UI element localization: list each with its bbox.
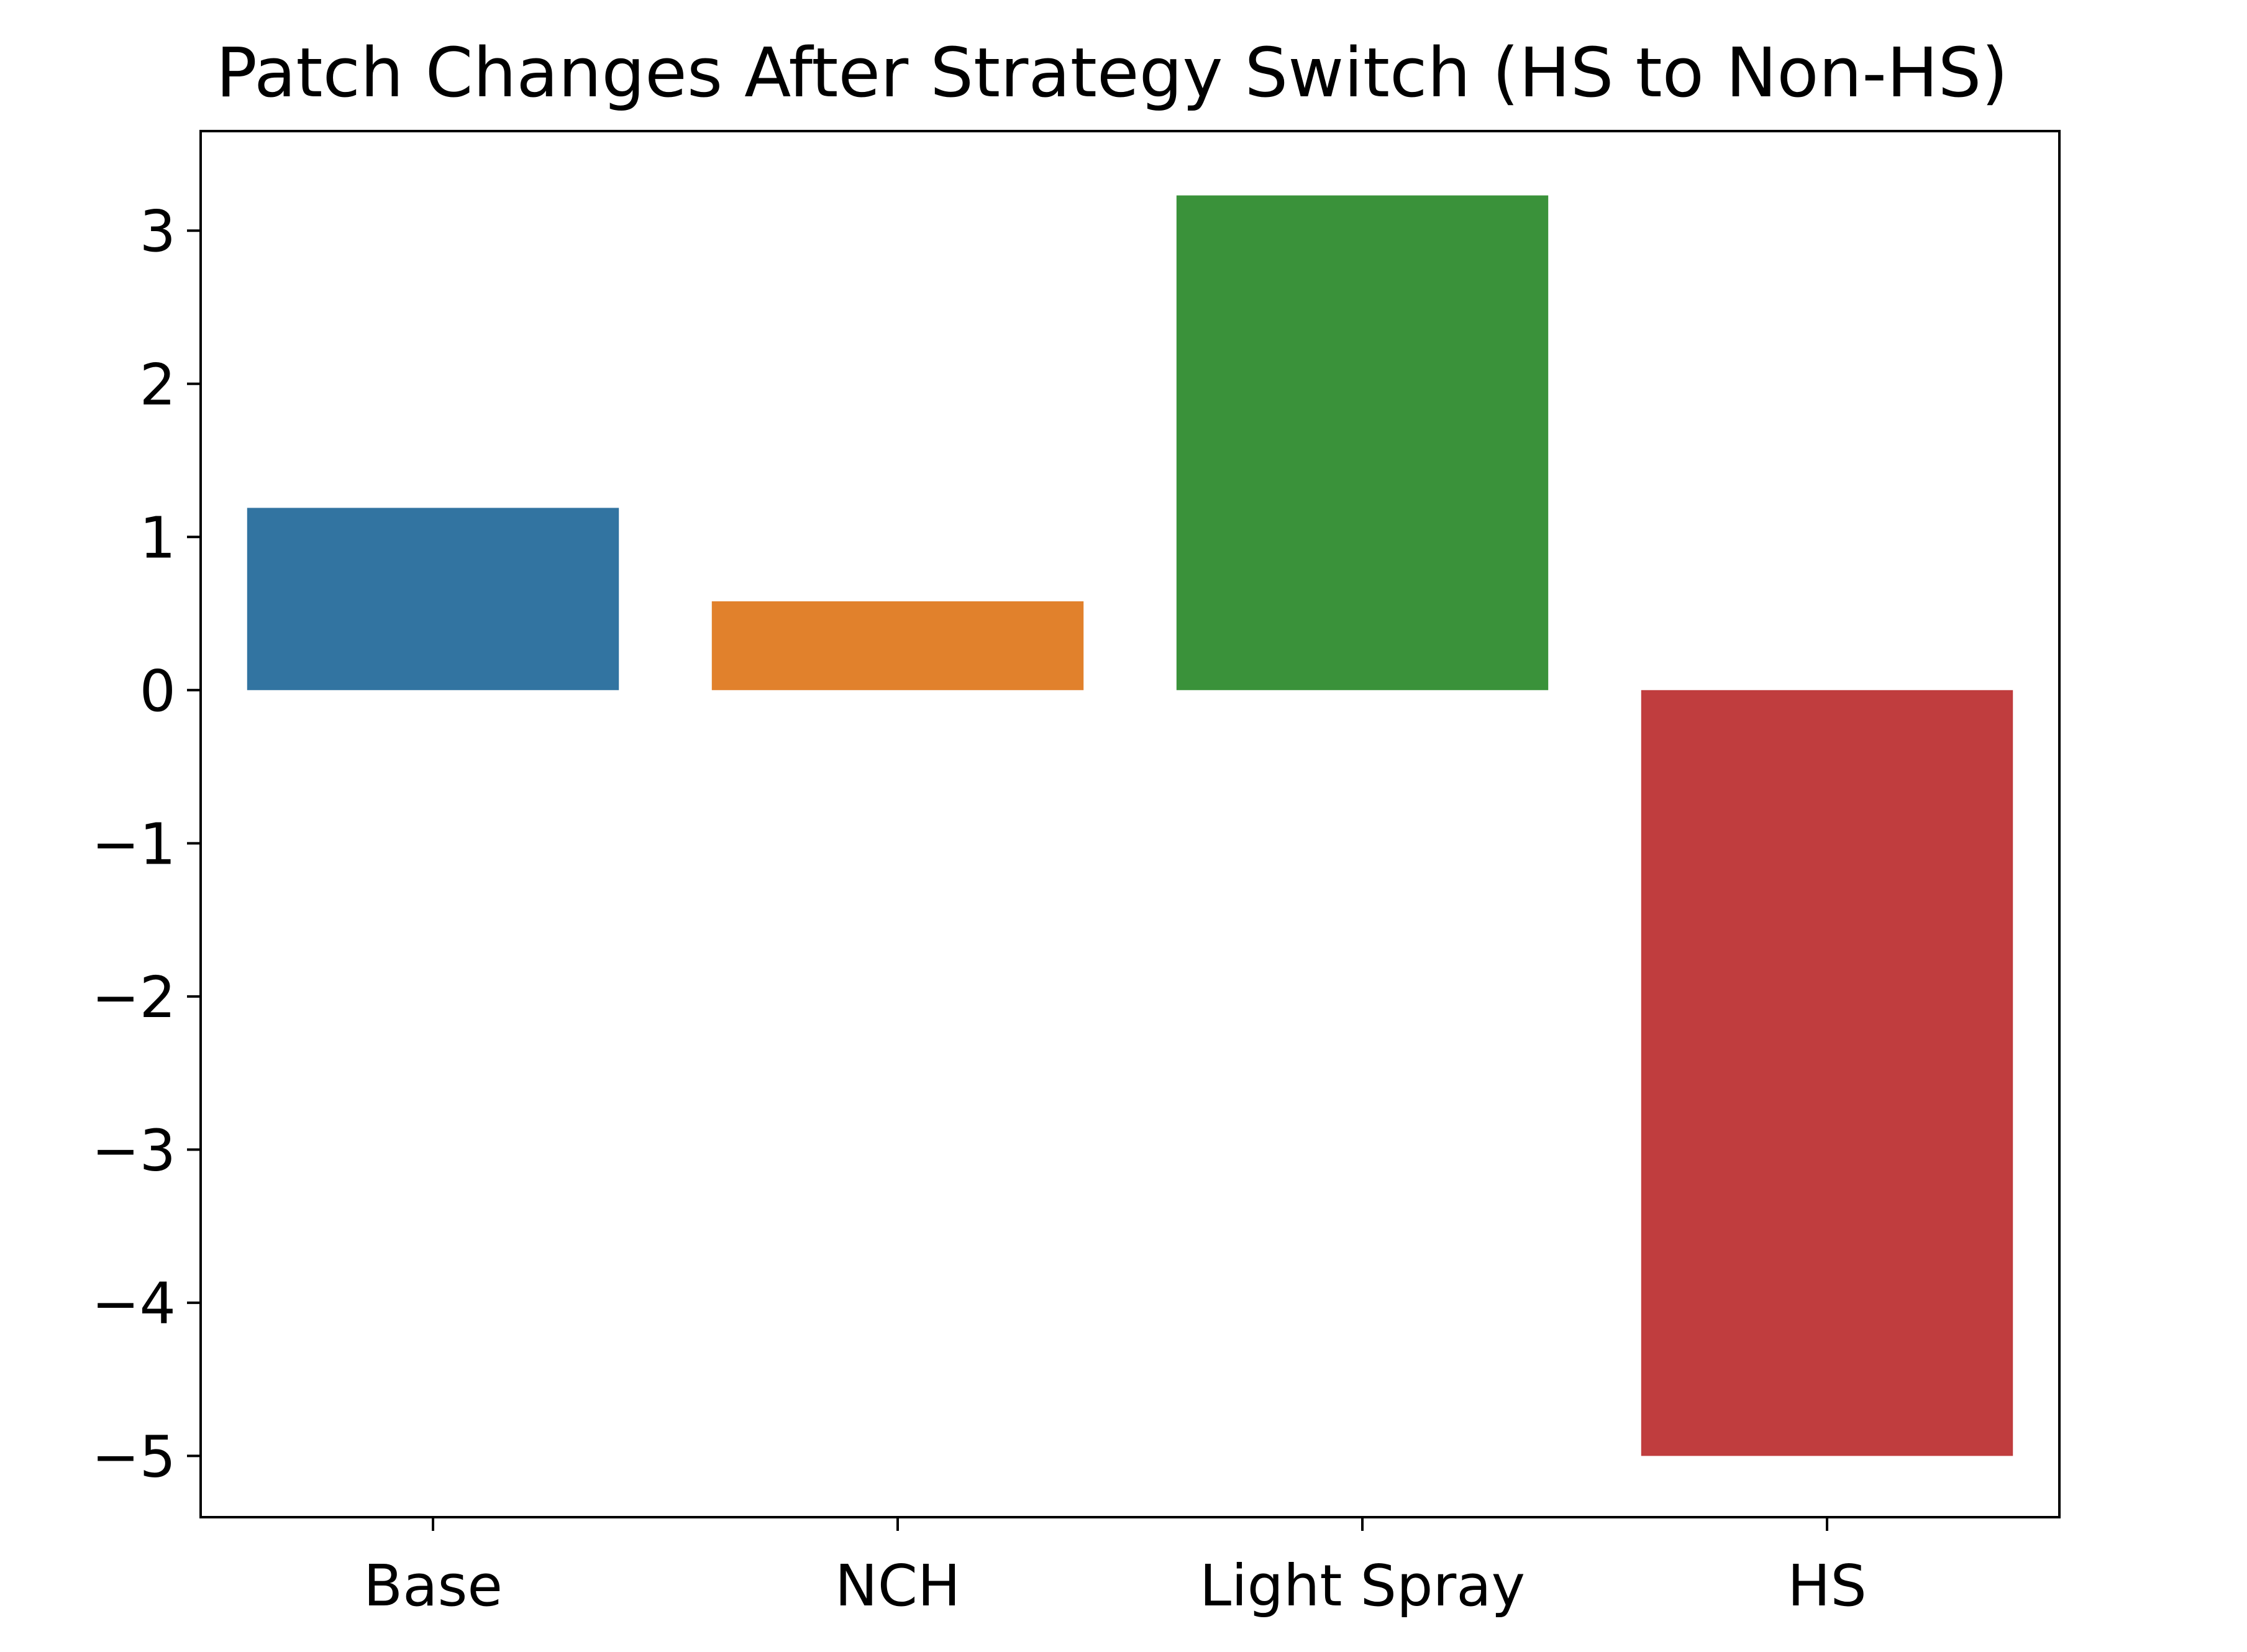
x-tick-label: NCH [835, 1553, 960, 1619]
y-tick-label: −5 [91, 1423, 176, 1490]
y-tick-label: −4 [91, 1271, 176, 1337]
plot-frame [199, 130, 2061, 1518]
y-tick-label: 2 [139, 352, 176, 418]
y-tick-label: −3 [91, 1117, 176, 1184]
y-tick-label: −2 [91, 964, 176, 1031]
x-tick-label: HS [1787, 1553, 1867, 1619]
bar-hs [1641, 690, 2013, 1456]
x-tick-label: Base [363, 1553, 503, 1619]
y-tick-label: 1 [139, 504, 176, 571]
y-tick-label: −1 [91, 811, 176, 877]
bars-group [247, 195, 2013, 1456]
x-axis: Base NCH Light Spray HS [363, 1517, 1867, 1619]
y-tick-label: 3 [139, 198, 176, 265]
bar-base [247, 508, 619, 690]
bar-nch [711, 601, 1084, 690]
chart-title: Patch Changes After Strategy Switch (HS … [216, 33, 2008, 112]
y-axis: 3 2 1 0 −1 −2 −3 −4 −5 [91, 198, 201, 1490]
y-tick-label: 0 [139, 658, 176, 724]
x-tick-label: Light Spray [1200, 1553, 1525, 1619]
bar-light-spray [1176, 195, 1549, 690]
